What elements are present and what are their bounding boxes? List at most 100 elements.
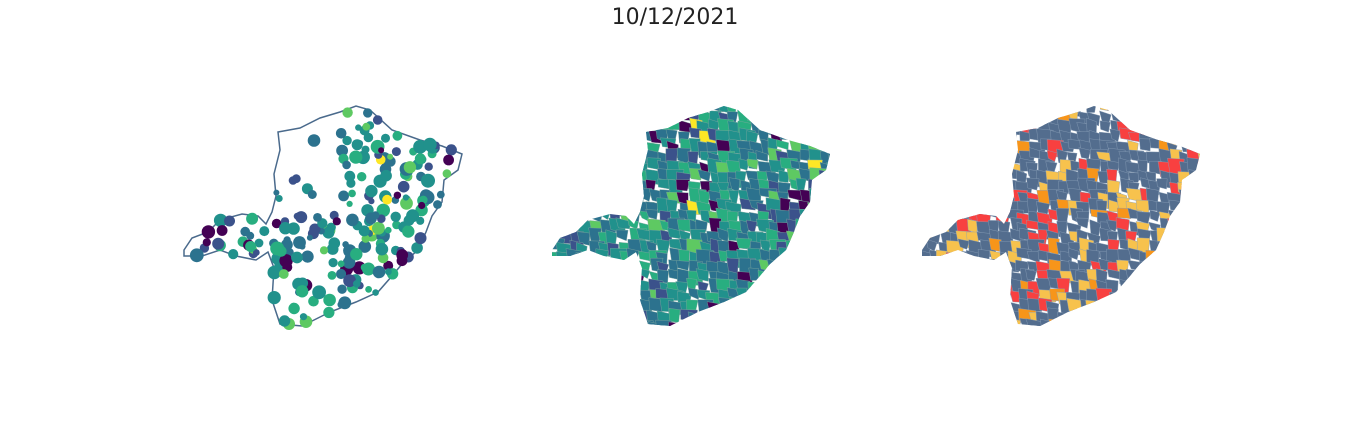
municipality-polygon <box>950 108 964 124</box>
municipality-dot <box>342 256 356 269</box>
municipality-polygon <box>945 198 961 211</box>
municipality-polygon <box>1197 141 1200 154</box>
municipality-polygon <box>1005 107 1024 126</box>
municipality-polygon <box>587 331 604 340</box>
municipality-dot <box>228 249 239 260</box>
municipality-polygon <box>615 229 629 242</box>
municipality-polygon <box>955 258 970 275</box>
municipality-polygon <box>839 100 848 110</box>
panel-symbol-map <box>180 100 480 340</box>
municipality-polygon <box>552 281 566 293</box>
municipality-polygon <box>589 278 606 294</box>
municipality-polygon <box>948 299 962 313</box>
municipality-dot <box>288 302 300 315</box>
municipality-polygon <box>552 258 560 274</box>
municipality-dot <box>360 263 368 271</box>
municipality-polygon <box>1149 209 1161 222</box>
municipality-dot <box>259 226 270 237</box>
municipality-polygon <box>1086 311 1102 326</box>
municipality-polygon <box>596 258 614 274</box>
municipality-polygon <box>616 260 636 278</box>
municipality-polygon <box>988 237 1002 252</box>
municipality-polygon <box>558 149 575 161</box>
municipality-polygon <box>836 140 848 153</box>
municipality-dot <box>365 184 378 198</box>
municipality-polygon <box>1185 208 1200 223</box>
municipality-polygon <box>937 148 950 166</box>
municipality-polygon <box>596 147 612 165</box>
municipality-polygon <box>785 300 802 312</box>
municipality-polygon <box>1206 181 1218 193</box>
municipality-polygon <box>1115 301 1134 315</box>
municipality-polygon <box>552 207 565 222</box>
municipality-polygon <box>946 260 962 274</box>
municipality-dot <box>291 251 303 264</box>
municipality-polygon <box>1108 302 1124 317</box>
municipality-polygon <box>1105 106 1122 112</box>
municipality-polygon <box>748 106 760 113</box>
municipality-dot <box>342 135 352 146</box>
municipality-polygon <box>978 151 991 165</box>
municipality-polygon <box>949 169 962 185</box>
municipality-polygon <box>1016 106 1033 112</box>
municipality-polygon <box>1186 267 1198 281</box>
municipality-polygon <box>828 250 830 262</box>
municipality-polygon <box>1199 250 1200 262</box>
municipality-polygon <box>1167 209 1185 221</box>
municipality-dot <box>252 249 260 256</box>
municipality-polygon <box>819 106 830 118</box>
municipality-polygon <box>1185 182 1199 201</box>
municipality-dot <box>416 216 425 225</box>
municipality-polygon <box>1209 132 1218 144</box>
municipality-polygon <box>1000 317 1013 326</box>
municipality-polygon <box>1117 320 1136 326</box>
municipality-dot <box>267 291 281 305</box>
municipality-polygon <box>1167 231 1181 247</box>
municipality-polygon <box>667 330 682 340</box>
municipality-dot <box>332 217 341 226</box>
municipality-polygon <box>735 287 748 300</box>
municipality-polygon <box>616 329 627 340</box>
municipality-polygon <box>998 308 1014 320</box>
municipality-polygon <box>706 311 725 326</box>
municipality-polygon <box>922 208 936 221</box>
municipality-dot <box>423 137 437 152</box>
municipality-polygon <box>1167 218 1184 236</box>
municipality-polygon <box>967 200 983 216</box>
municipality-polygon <box>667 106 685 120</box>
municipality-polygon <box>756 320 773 326</box>
municipality-polygon <box>995 110 1014 126</box>
municipality-polygon <box>569 320 585 326</box>
municipality-polygon <box>1057 311 1071 323</box>
municipality-polygon <box>617 189 633 201</box>
municipality-dot <box>279 254 293 268</box>
municipality-polygon <box>829 312 830 326</box>
municipality-polygon <box>576 269 594 286</box>
municipality-polygon <box>1197 150 1200 163</box>
municipality-polygon <box>626 288 638 303</box>
municipality-polygon <box>1147 281 1163 297</box>
municipality-polygon <box>1137 331 1152 340</box>
municipality-dot <box>350 248 363 261</box>
municipality-polygon <box>1079 311 1091 323</box>
municipality-polygon <box>989 330 1006 340</box>
municipality-polygon <box>838 289 848 299</box>
municipality-polygon <box>1115 291 1133 304</box>
municipality-dot <box>348 189 356 198</box>
municipality-polygon <box>986 198 1005 211</box>
municipality-polygon <box>1169 260 1182 277</box>
municipality-polygon <box>1198 310 1200 326</box>
municipality-polygon <box>1199 278 1200 295</box>
municipality-polygon <box>618 299 633 315</box>
municipality-polygon <box>1007 106 1025 112</box>
municipality-polygon <box>552 160 560 172</box>
municipality-dot <box>378 147 385 154</box>
municipality-polygon <box>817 189 830 206</box>
municipality-polygon <box>799 229 811 244</box>
municipality-polygon <box>1169 267 1188 282</box>
municipality-polygon <box>558 107 572 126</box>
municipality-polygon <box>605 127 624 139</box>
municipality-polygon <box>1176 111 1194 128</box>
municipality-polygon <box>1146 298 1161 310</box>
municipality-polygon <box>1149 106 1164 111</box>
